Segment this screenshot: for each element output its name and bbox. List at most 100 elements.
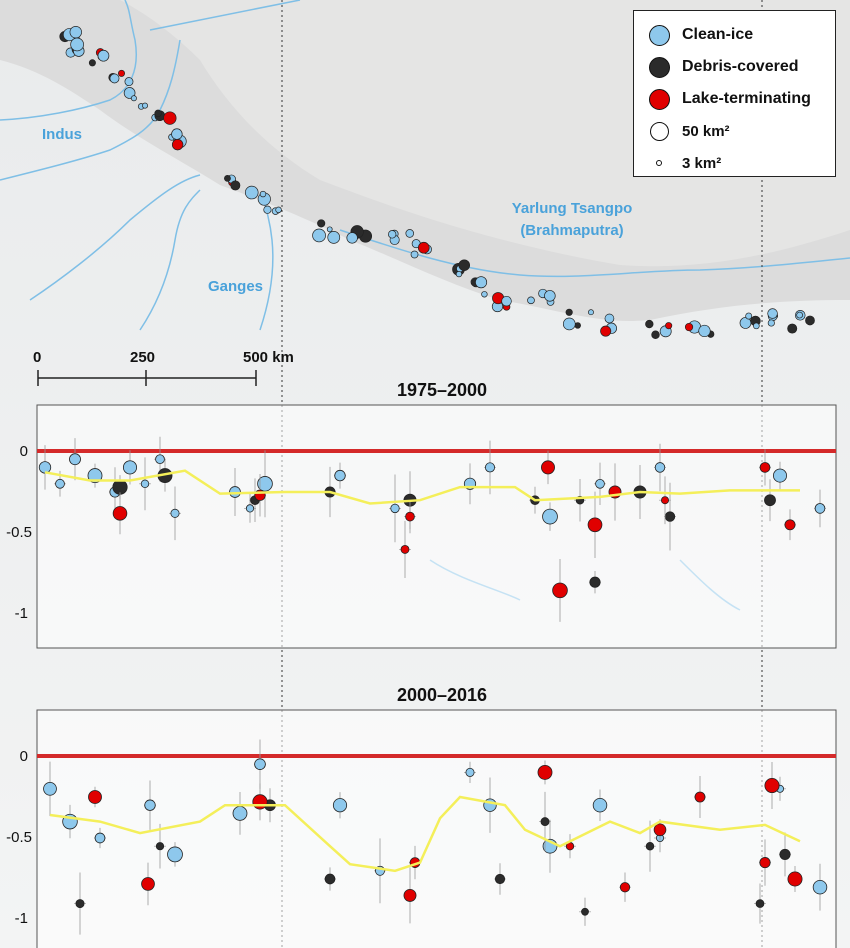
data-point-debris-covered [764,494,776,507]
panel-1975-2000-plot [37,436,836,622]
panel-title-1975-2000: 1975–2000 [396,380,488,400]
data-point-clean-ice [814,503,826,514]
data-point-clean-ice [170,508,180,518]
data-point-lake-terminating [694,791,706,803]
data-point-debris-covered [581,907,589,916]
data-point-lake-terminating [552,582,568,599]
data-point-lake-terminating [653,823,667,837]
map-glacier-point [130,95,137,102]
data-point-debris-covered [589,576,601,588]
data-point-clean-ice [69,453,81,466]
data-point-lake-terminating [541,460,555,475]
legend-label-lake: Lake-terminating [682,90,811,107]
legend-item-clean-ice: Clean-ice [644,19,827,51]
legend-label-50km: 50 km² [682,122,730,140]
data-point-clean-ice [155,454,165,465]
data-point-debris-covered [75,899,85,909]
data-point-clean-ice [773,468,787,483]
map-glacier-point [805,315,815,326]
size-3-symbol [656,160,662,166]
legend-item-lake: Lake-terminating [644,83,827,115]
panel2-ytick-neg05: -0.5 [6,829,32,846]
data-point-clean-ice [332,798,348,813]
river-label-yarlung-line2: (Brahmaputra) [520,222,624,239]
data-point-clean-ice [167,846,183,863]
size-50-symbol [649,121,669,141]
map-glacier-point [244,185,259,200]
legend-item-50km: 50 km² [644,115,827,147]
data-point-lake-terminating [619,882,631,893]
map-glacier-point [346,232,358,244]
map-glacier-point [312,228,326,243]
data-point-clean-ice [87,468,103,484]
map-glacier-point [109,73,120,84]
map-glacier-point [796,311,803,319]
map-glacier-point [753,322,760,330]
data-point-clean-ice [94,832,106,844]
map-glacier-point [767,308,778,319]
data-point-clean-ice [654,462,666,473]
map-glacier-point [224,174,231,182]
map-glacier-point [645,319,654,329]
map-glacier-point [574,322,581,329]
data-point-clean-ice [465,767,475,777]
data-point-debris-covered [155,842,165,851]
data-point-lake-terminating [764,777,780,794]
data-point-lake-terminating [400,544,410,554]
map-glacier-point [326,226,333,233]
map-glacier-point [417,241,430,254]
data-point-lake-terminating [252,794,268,810]
panel2-ytick-0: 0 [19,748,28,765]
map-glacier-point [787,323,798,334]
data-point-clean-ice [257,476,273,492]
data-point-debris-covered [664,511,676,522]
indus-river-2 [0,0,137,121]
map-glacier-point [481,291,488,298]
map-glacier-point [259,190,267,198]
data-point-lake-terminating [661,496,669,505]
data-point-clean-ice [144,799,156,811]
legend-label-3km: 3 km² [682,154,722,172]
data-point-clean-ice [542,508,558,525]
map-glacier-point [124,77,134,87]
data-point-lake-terminating [759,462,771,473]
map-glacier-point [69,25,82,39]
legend: Clean-ice Debris-covered Lake-terminatin… [633,10,836,177]
data-point-debris-covered [494,873,506,885]
data-point-lake-terminating [112,506,128,521]
data-point-lake-terminating [759,857,771,869]
debris-symbol [648,56,670,78]
panel-title-2000-2016: 2000–2016 [396,685,488,705]
map-glacier-point [745,312,753,320]
map-glacier-point [588,309,594,316]
map-glacier-point [387,230,397,239]
legend-label-debris: Debris-covered [682,58,799,75]
map-glacier-point [171,128,183,140]
data-point-debris-covered [540,817,550,827]
data-point-lake-terminating [141,877,155,891]
indus-river [0,39,181,181]
data-point-lake-terminating [787,871,803,887]
map-glacier-points [59,25,815,339]
data-point-clean-ice [43,781,57,796]
map-glacier-point [562,317,576,331]
data-point-debris-covered [755,899,765,908]
map-glacier-point [317,219,326,228]
map-glacier-point [97,49,110,62]
scale-bar [37,370,257,386]
data-point-clean-ice [38,461,52,474]
data-point-clean-ice [390,503,400,514]
data-point-clean-ice [254,758,266,770]
river-label-yarlung-line1: Yarlung Tsangpo [511,200,633,217]
map-glacier-point [600,325,612,337]
map-glacier-point [604,313,615,324]
lake-symbol [648,88,670,110]
map-glacier-point [501,295,512,307]
data-point-lake-terminating [88,790,102,804]
data-point-clean-ice [232,806,248,821]
river-label-indus: Indus [42,126,82,143]
data-point-lake-terminating [784,519,796,531]
map-glacier-point [70,37,84,52]
data-point-debris-covered [779,848,791,860]
ganges-river [139,189,201,331]
